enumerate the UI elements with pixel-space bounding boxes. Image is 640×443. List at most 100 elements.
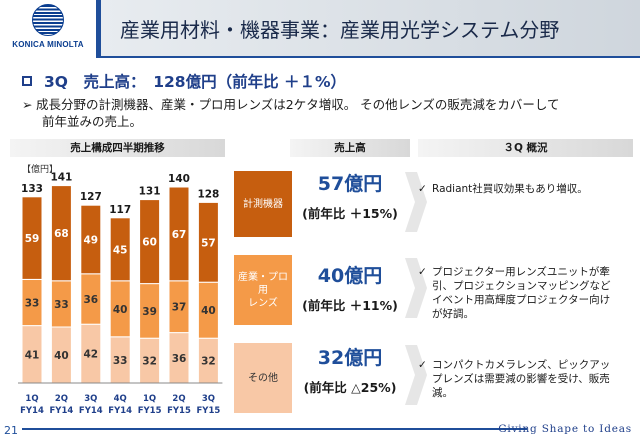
tick-label-quarter: 1Q: [143, 394, 156, 404]
sales-value: 57億円: [317, 173, 383, 195]
chart-header: 売上構成四半期推移: [70, 142, 165, 154]
tick-label-fy: FY15: [138, 406, 162, 416]
check-icon: ✓: [418, 266, 427, 278]
company-logo: KONICA MINOLTA: [8, 4, 88, 54]
arrow-bullet-icon: ➢: [22, 97, 33, 112]
segment-measuring-instruments: 計測機器: [233, 170, 293, 238]
data-label: 39: [142, 306, 157, 318]
overview-text: プロジェクター用レンズユニットが牽引、プロジェクションマッピングなどイベント用高…: [432, 266, 611, 320]
tick-label-fy: FY14: [20, 406, 44, 416]
data-label: 40: [201, 305, 216, 317]
tick-label-quarter: 1Q: [25, 394, 38, 404]
data-label: 32: [142, 356, 157, 368]
sales-yoy: (前年比 △25%): [303, 380, 397, 395]
data-label: 40: [54, 350, 69, 362]
sales-value: 40億円: [317, 265, 383, 287]
header: KONICA MINOLTA 産業用材料・機器事業：産業用光学システム分野: [0, 0, 640, 58]
sales-yoy: (前年比 ＋11%): [302, 298, 398, 313]
chevron-right-icon: [405, 172, 427, 232]
data-label: 40: [113, 304, 128, 316]
sales-lenses: 40億円 (前年比 ＋11%): [297, 264, 403, 316]
sales-value: 32億円: [317, 347, 383, 369]
bar-segment: [50, 185, 72, 282]
total-label: 140: [168, 173, 190, 185]
data-label: 67: [172, 229, 187, 241]
bar-segment: [168, 186, 190, 282]
overview-header: ３Q 概況: [503, 142, 548, 154]
total-label: 117: [109, 204, 131, 216]
segment-label: 計測機器: [243, 198, 283, 210]
bar-segment: [197, 201, 219, 283]
summary-bullet: ➢ 成長分野の計測機器、産業・プロ用レンズは2ケタ増収。 その他レンズの販売減をカ…: [22, 96, 560, 130]
check-icon: ✓: [418, 183, 427, 195]
bar-segment: [139, 199, 161, 285]
total-label: 141: [50, 172, 72, 184]
page-title: 産業用材料・機器事業：産業用光学システム分野: [120, 18, 560, 42]
overview-text: コンパクトカメラレンズ、ピックアップレンズは需要減の影響を受け、販売減。: [432, 359, 611, 399]
sales-measuring: 57億円 (前年比 ＋15%): [297, 172, 403, 224]
tick-label-fy: FY14: [108, 406, 132, 416]
title-accent: [96, 0, 101, 58]
bullet-line-1: 成長分野の計測機器、産業・プロ用レンズは2ケタ増収。 その他レンズの販売減をカバ…: [36, 97, 560, 112]
globe-logo-icon: [32, 4, 64, 36]
overview-lenses: ✓ プロジェクター用レンズユニットが牽引、プロジェクションマッピングなどイベント用…: [418, 265, 623, 321]
data-label: 33: [113, 355, 128, 367]
segment-industrial-lenses: 産業・プロ用 レンズ: [233, 254, 293, 326]
tick-label-fy: FY15: [167, 406, 191, 416]
data-label: 41: [25, 349, 40, 361]
overview-text: Radiant社買収効果もあり増収。: [432, 183, 588, 195]
page-number: 21: [4, 424, 18, 437]
tick-label-fy: FY14: [50, 406, 74, 416]
sales-yoy: (前年比 ＋15%): [302, 206, 398, 221]
sales-header-bg: [290, 139, 410, 157]
data-label: 42: [83, 349, 98, 361]
data-label: 49: [83, 235, 98, 247]
segment-label: その他: [248, 372, 278, 384]
data-label: 59: [25, 233, 40, 245]
logo-text: KONICA MINOLTA: [12, 40, 84, 49]
chevron-right-icon: [405, 258, 427, 318]
overview-header-bg: [418, 139, 633, 157]
square-bullet-icon: [22, 76, 32, 86]
bar-segment: [21, 196, 43, 280]
tick-label-quarter: 2Q: [55, 394, 68, 404]
tick-label-quarter: 2Q: [172, 394, 185, 404]
segment-other: その他: [233, 342, 293, 414]
bullet-line-2: 前年並みの売上。: [42, 114, 143, 129]
segment-label: 産業・プロ用 レンズ: [238, 271, 288, 309]
data-label: 37: [172, 302, 187, 314]
total-label: 128: [197, 188, 219, 200]
total-label: 127: [80, 191, 102, 203]
data-label: 36: [83, 294, 98, 306]
headline-text: 3Q 売上高： 128億円（前年比 ＋１%）: [44, 73, 346, 91]
footer-rule: [22, 428, 527, 430]
sales-header: 売上高: [334, 142, 366, 154]
stacked-bar-chart: 【億円】 41 33 59 133 1Q FY14 40 33 68 141 2Q FY14 42 36 49…: [18, 163, 223, 416]
unit-label: 【億円】: [22, 163, 58, 175]
data-label: 33: [54, 299, 69, 311]
check-icon: ✓: [418, 359, 427, 371]
data-label: 60: [142, 237, 157, 249]
tick-label-quarter: 3Q: [84, 394, 97, 404]
bar-segment: [109, 217, 131, 282]
chevron-right-icon: [405, 345, 427, 405]
data-label: 45: [113, 244, 128, 256]
total-label: 133: [21, 183, 43, 195]
overview-measuring: ✓ Radiant社買収効果もあり増収。: [418, 182, 623, 196]
data-label: 33: [25, 298, 40, 310]
tick-label-quarter: 4Q: [114, 394, 127, 404]
tick-label-quarter: 3Q: [202, 394, 215, 404]
headline: 3Q 売上高： 128億円（前年比 ＋１%）: [22, 70, 346, 92]
tick-label-fy: FY14: [79, 406, 103, 416]
tagline: Giving Shape to Ideas: [498, 423, 632, 435]
title-bar: [96, 0, 640, 58]
data-label: 36: [172, 353, 187, 365]
overview-other: ✓ コンパクトカメラレンズ、ピックアップレンズは需要減の影響を受け、販売減。: [418, 358, 623, 400]
data-label: 57: [201, 237, 216, 249]
sales-other: 32億円 (前年比 △25%): [297, 346, 403, 398]
data-label: 68: [54, 228, 69, 240]
data-label: 32: [201, 356, 216, 368]
chart-header-bg: [10, 139, 225, 157]
tick-label-fy: FY15: [197, 406, 221, 416]
total-label: 131: [139, 186, 161, 198]
